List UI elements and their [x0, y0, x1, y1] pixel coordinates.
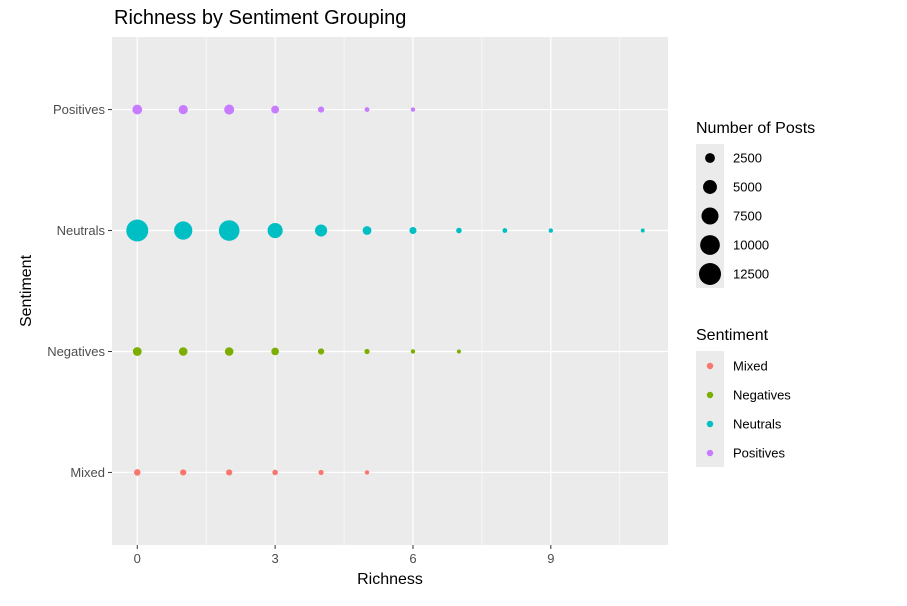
- color-legend: Sentiment Mixed Negatives Neutrals Positive…: [696, 327, 791, 467]
- axes: 0 3 6 9 Mixed Negatives Neutrals Positives: [47, 102, 554, 566]
- color-legend-label: Negatives: [733, 388, 791, 403]
- data-point-positives: [178, 104, 188, 115]
- x-tick-label: 6: [409, 551, 416, 566]
- size-legend-items: 2500 5000 7500 10000 12500: [699, 151, 769, 285]
- color-legend-key: [706, 391, 714, 399]
- data-point-negatives: [224, 347, 234, 356]
- plot-panel: [112, 37, 668, 545]
- grid-lines: [112, 37, 668, 545]
- data-point-neutrals: [267, 222, 283, 239]
- data-point-neutrals: [456, 227, 462, 234]
- color-legend-items: Mixed Negatives Neutrals Positives: [706, 359, 791, 461]
- y-axis-title: Sentiment: [18, 254, 35, 327]
- data-point-positives: [317, 106, 325, 113]
- data-points: [126, 104, 645, 476]
- color-legend-key: [706, 449, 714, 457]
- size-legend-label: 10000: [733, 238, 769, 253]
- color-legend-key: [706, 362, 714, 370]
- data-point-negatives: [456, 349, 461, 354]
- data-point-neutrals: [409, 226, 417, 235]
- size-legend-key: [700, 235, 720, 255]
- data-point-neutrals: [218, 220, 240, 241]
- data-point-negatives: [364, 348, 370, 355]
- data-point-positives: [224, 104, 235, 115]
- data-point-neutrals: [174, 221, 193, 240]
- size-legend-title: Number of Posts: [696, 120, 815, 137]
- data-point-neutrals: [502, 228, 508, 233]
- y-tick-label: Neutrals: [57, 223, 106, 238]
- y-tick-label: Mixed: [70, 465, 105, 480]
- data-point-negatives: [410, 349, 416, 354]
- data-point-neutrals: [362, 226, 372, 235]
- data-point-negatives: [317, 348, 325, 355]
- data-point-negatives: [271, 347, 279, 356]
- x-tick-label: 0: [134, 551, 141, 566]
- size-legend-label: 12500: [733, 267, 769, 282]
- data-point-mixed: [318, 469, 324, 476]
- data-point-negatives: [178, 347, 188, 356]
- data-point-positives: [132, 104, 143, 115]
- color-legend-label: Mixed: [733, 359, 768, 374]
- color-legend-key: [706, 420, 714, 428]
- data-point-mixed: [272, 469, 278, 476]
- size-legend-key: [701, 207, 719, 225]
- data-point-mixed: [364, 470, 370, 475]
- size-legend-label: 7500: [733, 209, 762, 224]
- x-tick-label: 9: [547, 551, 554, 566]
- data-point-mixed: [226, 469, 233, 476]
- size-legend: Number of Posts 2500 5000 7500 10000 12500: [696, 120, 815, 288]
- size-legend-key: [699, 263, 721, 285]
- chart-title: Richness by Sentiment Grouping: [114, 7, 406, 29]
- x-tick-label: 3: [272, 551, 279, 566]
- y-tick-label: Negatives: [47, 344, 105, 359]
- data-point-mixed: [134, 469, 141, 476]
- data-point-negatives: [132, 347, 142, 356]
- data-point-neutrals: [548, 228, 554, 233]
- x-axis-title: Richness: [357, 571, 423, 588]
- size-legend-key: [705, 153, 715, 163]
- data-point-positives: [410, 107, 416, 112]
- data-point-positives: [271, 105, 280, 114]
- data-point-neutrals: [315, 224, 328, 237]
- size-legend-key: [703, 180, 717, 194]
- size-legend-label: 2500: [733, 151, 762, 166]
- data-point-neutrals: [126, 219, 149, 242]
- color-legend-title: Sentiment: [696, 327, 769, 344]
- color-legend-keys-bg: [696, 351, 724, 467]
- color-legend-label: Neutrals: [733, 417, 782, 432]
- size-legend-label: 5000: [733, 180, 762, 195]
- data-point-mixed: [180, 469, 187, 476]
- y-tick-label: Positives: [53, 102, 106, 117]
- data-point-positives: [364, 107, 370, 112]
- color-legend-label: Positives: [733, 446, 786, 461]
- data-point-neutrals: [640, 228, 645, 233]
